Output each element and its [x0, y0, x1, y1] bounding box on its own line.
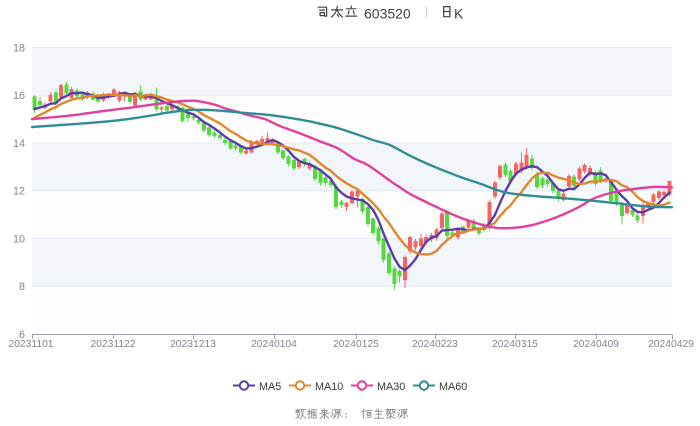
svg-text:20240104: 20240104 — [251, 339, 297, 350]
svg-text:6: 6 — [19, 329, 25, 341]
svg-text:10: 10 — [13, 233, 25, 245]
svg-text:18: 18 — [13, 42, 25, 54]
svg-text:MA30: MA30 — [377, 381, 405, 393]
svg-text:MA5: MA5 — [259, 381, 281, 393]
svg-text:20240429: 20240429 — [648, 339, 694, 350]
svg-text:20240125: 20240125 — [333, 339, 379, 350]
svg-text:MA10: MA10 — [315, 381, 343, 393]
svg-text:20240409: 20240409 — [573, 339, 619, 350]
svg-text:16: 16 — [13, 90, 25, 102]
svg-text:20231101: 20231101 — [8, 339, 53, 350]
svg-text:K: K — [454, 5, 464, 21]
svg-text:20231122: 20231122 — [90, 339, 135, 350]
svg-text:14: 14 — [13, 138, 25, 150]
svg-text:MA60: MA60 — [439, 381, 467, 393]
svg-text:8: 8 — [19, 281, 25, 293]
svg-text:20240223: 20240223 — [412, 339, 458, 350]
svg-text:20231213: 20231213 — [170, 339, 216, 350]
svg-text:12: 12 — [13, 186, 25, 198]
svg-text:20240315: 20240315 — [492, 339, 538, 350]
svg-text:603520: 603520 — [364, 5, 411, 21]
